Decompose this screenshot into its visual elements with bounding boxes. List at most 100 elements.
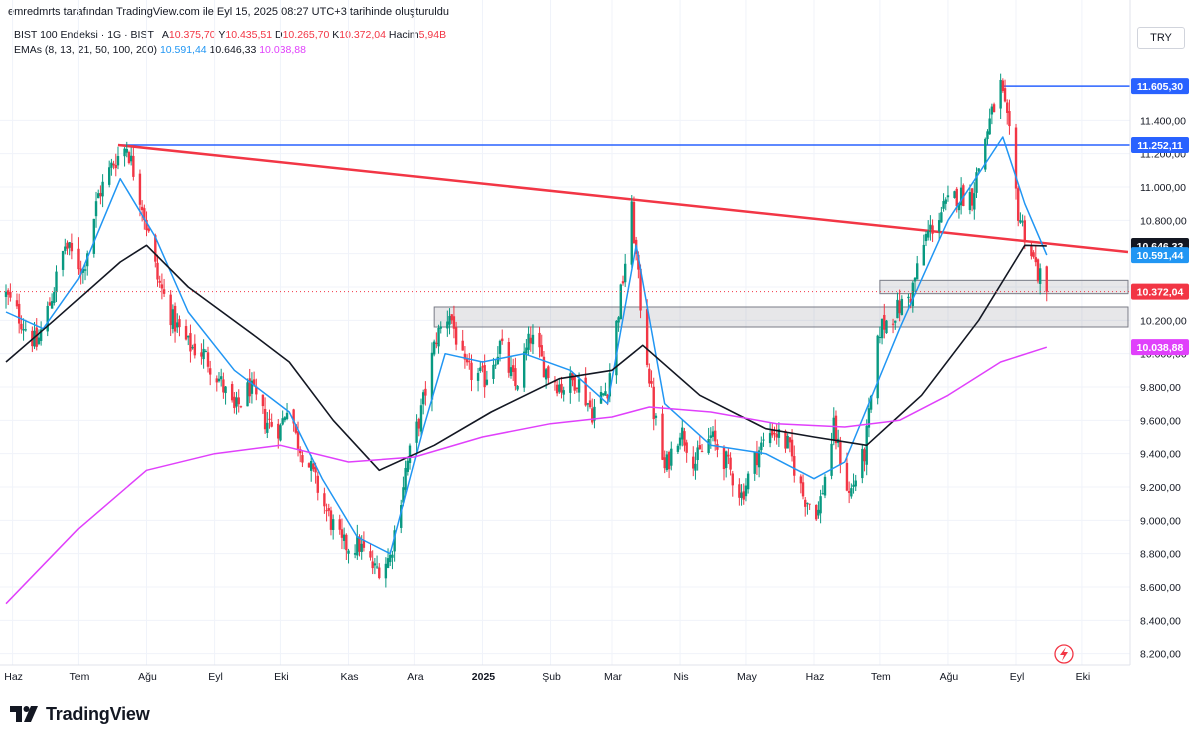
candle-body[interactable] [784,430,787,449]
candle-body[interactable] [299,448,302,454]
candle-body[interactable] [593,406,596,421]
candle-body[interactable] [97,193,100,199]
candle-body[interactable] [975,172,978,193]
candle-body[interactable] [757,450,761,468]
candle-body[interactable] [281,418,284,425]
candle-body[interactable] [525,347,528,354]
candle-body[interactable] [145,219,148,231]
candle-body[interactable] [129,155,133,162]
candle-body[interactable] [790,439,794,457]
candle-body[interactable] [970,188,974,206]
candle-body[interactable] [408,445,412,464]
candle-body[interactable] [1034,257,1037,263]
candle-body[interactable] [869,395,873,410]
candle-body[interactable] [64,246,67,251]
candle-body[interactable] [775,433,778,438]
candle-body[interactable] [942,201,945,209]
candle-body[interactable] [454,327,458,345]
candle-body[interactable] [569,373,572,393]
candle-body[interactable] [711,431,715,437]
candle-body[interactable] [296,431,300,449]
candle-body[interactable] [50,301,54,309]
candle-body[interactable] [661,413,664,460]
candle-body[interactable] [452,316,456,329]
candle-body[interactable] [685,442,688,453]
candle-body[interactable] [461,340,464,351]
candle-body[interactable] [771,429,774,436]
candle-body[interactable] [839,442,842,465]
candle-body[interactable] [248,378,251,397]
candle-body[interactable] [498,340,502,354]
candle-body[interactable] [1006,102,1009,113]
candle-body[interactable] [143,208,146,221]
candle-body[interactable] [347,550,350,554]
candle-body[interactable] [957,202,961,211]
candle-body[interactable] [727,454,730,457]
candle-body[interactable] [652,386,655,420]
candle-body[interactable] [33,330,36,347]
candle-body[interactable] [373,563,377,566]
candle-body[interactable] [68,242,71,248]
candle-body[interactable] [762,439,765,441]
candle-body[interactable] [560,383,563,393]
support-zone[interactable] [879,279,1129,295]
candle-body[interactable] [678,437,682,446]
candle-body[interactable] [1030,245,1033,257]
candle-body[interactable] [246,382,249,407]
candle-body[interactable] [808,503,811,505]
candle-body[interactable] [125,148,128,153]
candle-body[interactable] [468,361,471,363]
candle-body[interactable] [369,551,372,558]
candle-body[interactable] [294,424,298,433]
candle-body[interactable] [239,406,243,408]
candle-body[interactable] [852,484,855,487]
candle-body[interactable] [55,271,58,293]
candle-body[interactable] [665,454,669,470]
candle-body[interactable] [378,567,381,579]
lightning-icon[interactable] [1054,644,1074,664]
candle-body[interactable] [645,309,649,365]
candle-body[interactable] [861,448,864,479]
candle-body[interactable] [107,167,111,185]
candle-body[interactable] [512,365,515,373]
candle-body[interactable] [698,445,702,450]
candle-body[interactable] [325,510,328,512]
candle-body[interactable] [1003,88,1007,102]
candle-body[interactable] [514,368,517,387]
candle-body[interactable] [1032,252,1035,257]
candle-body[interactable] [786,435,789,449]
candle-body[interactable] [160,284,164,289]
candle-body[interactable] [621,281,625,284]
candle-body[interactable] [255,386,258,395]
candle-body[interactable] [283,417,287,421]
candle-body[interactable] [20,323,23,330]
candle-body[interactable] [61,251,65,270]
candle-body[interactable] [586,403,590,405]
candle-body[interactable] [863,449,866,462]
candle-body[interactable] [544,369,548,380]
ema-title[interactable]: EMAs (8, 13, 21, 50, 100, 200) [14,44,158,56]
candle-body[interactable] [911,282,915,307]
candle-body[interactable] [648,368,651,384]
candle-body[interactable] [738,484,741,498]
candle-body[interactable] [929,224,932,230]
symbol-title[interactable]: BIST 100 Endeksi · 1G · BIST [14,29,154,41]
candle-body[interactable] [883,314,886,330]
candle-body[interactable] [815,505,818,520]
candle-body[interactable] [46,305,49,332]
candle-body[interactable] [252,379,256,386]
candle-body[interactable] [386,558,390,568]
candle-body[interactable] [202,348,205,360]
candle-body[interactable] [650,381,653,384]
candle-body[interactable] [187,335,190,338]
candle-body[interactable] [615,320,618,376]
candle-body[interactable] [540,345,543,357]
candle-body[interactable] [94,201,98,217]
candle-body[interactable] [773,433,776,435]
candle-body[interactable] [806,502,809,504]
candle-body[interactable] [178,319,181,328]
candle-body[interactable] [558,384,561,392]
candle-body[interactable] [235,397,238,407]
candle-body[interactable] [501,338,504,342]
candle-body[interactable] [263,408,267,430]
